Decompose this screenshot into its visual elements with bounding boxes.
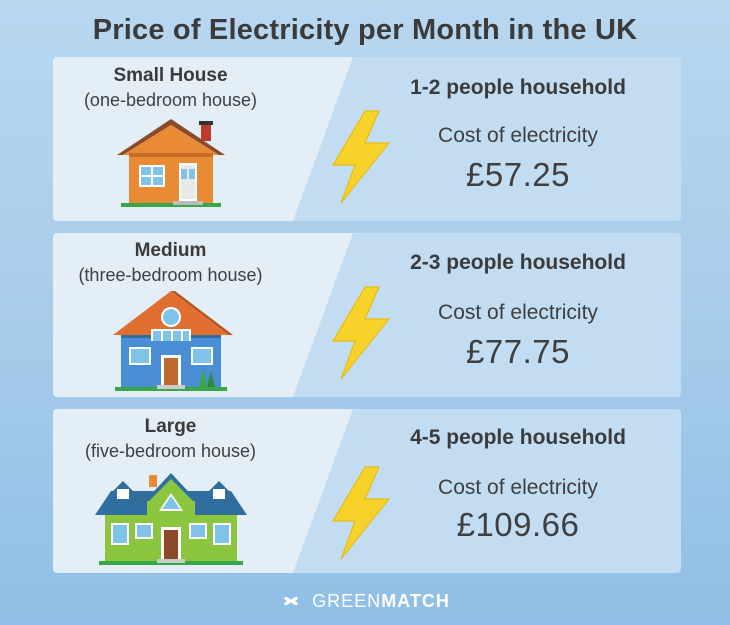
house-name: Medium (134, 240, 207, 261)
cost-label: Cost of electricity (438, 124, 598, 147)
row-medium-house: Medium (three-bedroom house) 2-3 people … (53, 233, 681, 397)
lightning-bolt-icon (332, 110, 391, 204)
house-subtitle: (three-bedroom house) (78, 265, 263, 285)
cost-value: £77.75 (466, 333, 570, 370)
lightning-bolt-icon (332, 466, 391, 560)
brand-part-match: MATCH (381, 590, 450, 611)
house-subtitle: (five-bedroom house) (84, 441, 257, 461)
household-size: 2-3 people household (410, 251, 626, 274)
cost-label: Cost of electricity (438, 476, 598, 499)
medium-house-icon (113, 291, 233, 391)
greenmatch-brand: GREENMATCH (0, 590, 730, 612)
large-house-icon (95, 473, 247, 565)
cost-label: Cost of electricity (438, 301, 598, 324)
brand-part-green: GREEN (312, 590, 382, 611)
cost-value: £57.25 (466, 156, 570, 193)
cost-value: £109.66 (456, 506, 580, 543)
row-small-house: Small House (one-bedroom house) 1-2 peop… (53, 57, 681, 221)
page-title: Price of Electricity per Month in the UK (92, 14, 638, 46)
small-house-icon (117, 119, 225, 207)
household-size: 1-2 people household (410, 76, 626, 99)
house-name: Large (144, 416, 197, 437)
house-name: Small House (113, 65, 228, 86)
house-subtitle: (one-bedroom house) (83, 90, 258, 110)
lightning-bolt-icon (332, 286, 391, 380)
row-large-house: Large (five-bedroom house) 4-5 people ho… (53, 409, 681, 573)
household-size: 4-5 people household (410, 426, 626, 449)
greenmatch-logo-icon (284, 597, 298, 606)
